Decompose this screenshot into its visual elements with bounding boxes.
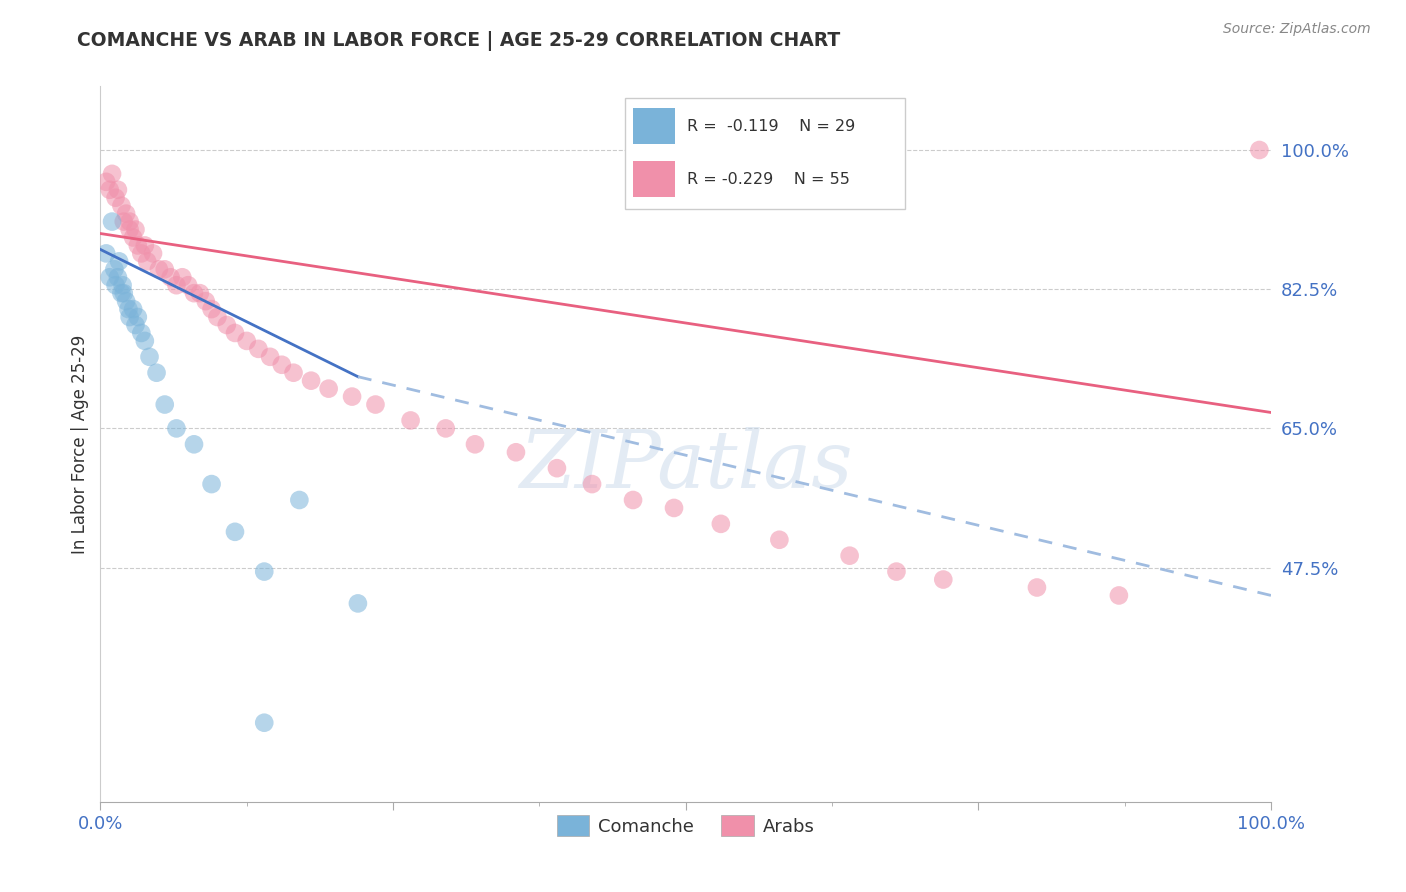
- Point: [153, 398, 176, 412]
- Point: [505, 445, 527, 459]
- Point: [283, 366, 305, 380]
- Point: [1249, 143, 1271, 157]
- Point: [932, 573, 955, 587]
- Point: [200, 302, 222, 317]
- Point: [183, 286, 205, 301]
- Point: [662, 500, 685, 515]
- Point: [127, 238, 149, 252]
- Point: [1026, 581, 1049, 595]
- Point: [546, 461, 568, 475]
- Point: [127, 310, 149, 324]
- Point: [247, 342, 270, 356]
- Point: [621, 493, 644, 508]
- Point: [235, 334, 257, 348]
- Point: [253, 715, 276, 730]
- Point: [96, 175, 118, 189]
- Point: [183, 437, 205, 451]
- Point: [107, 183, 129, 197]
- Point: [98, 270, 121, 285]
- Point: [710, 516, 733, 531]
- Point: [134, 334, 156, 348]
- Point: [464, 437, 486, 451]
- Point: [318, 382, 340, 396]
- Point: [581, 477, 603, 491]
- Point: [101, 214, 124, 228]
- Point: [838, 549, 860, 563]
- Text: R = -0.229    N = 55: R = -0.229 N = 55: [686, 171, 849, 186]
- Point: [148, 262, 170, 277]
- Point: [131, 326, 153, 340]
- Y-axis label: In Labor Force | Age 25-29: In Labor Force | Age 25-29: [72, 334, 89, 554]
- Point: [165, 421, 187, 435]
- Point: [108, 254, 131, 268]
- Text: ZIPatlas: ZIPatlas: [519, 427, 852, 505]
- Point: [253, 565, 276, 579]
- Point: [215, 318, 238, 332]
- Point: [188, 286, 211, 301]
- Point: [399, 413, 422, 427]
- Point: [1108, 589, 1130, 603]
- Point: [107, 270, 129, 285]
- Point: [207, 310, 229, 324]
- Point: [364, 398, 387, 412]
- Legend: Comanche, Arabs: Comanche, Arabs: [550, 808, 823, 843]
- Point: [145, 366, 167, 380]
- Point: [98, 183, 121, 197]
- Point: [194, 294, 217, 309]
- Point: [115, 294, 138, 309]
- Point: [104, 191, 127, 205]
- Point: [118, 310, 141, 324]
- Point: [110, 286, 132, 301]
- Point: [270, 358, 292, 372]
- Point: [224, 326, 246, 340]
- Point: [299, 374, 322, 388]
- Point: [110, 199, 132, 213]
- Point: [103, 262, 125, 277]
- Point: [434, 421, 457, 435]
- Point: [122, 302, 145, 317]
- Text: COMANCHE VS ARAB IN LABOR FORCE | AGE 25-29 CORRELATION CHART: COMANCHE VS ARAB IN LABOR FORCE | AGE 25…: [77, 31, 841, 51]
- FancyBboxPatch shape: [633, 108, 675, 145]
- Point: [115, 206, 138, 220]
- Point: [347, 596, 370, 610]
- Point: [259, 350, 281, 364]
- Point: [118, 222, 141, 236]
- FancyBboxPatch shape: [624, 98, 905, 210]
- Point: [159, 270, 181, 285]
- Point: [200, 477, 222, 491]
- Point: [136, 254, 159, 268]
- Point: [96, 246, 118, 260]
- Point: [124, 222, 146, 236]
- Text: Source: ZipAtlas.com: Source: ZipAtlas.com: [1223, 22, 1371, 37]
- Point: [111, 278, 134, 293]
- Point: [101, 167, 124, 181]
- Point: [138, 350, 160, 364]
- Point: [165, 278, 187, 293]
- Point: [153, 262, 176, 277]
- Point: [224, 524, 246, 539]
- Point: [288, 493, 311, 508]
- Point: [104, 278, 127, 293]
- FancyBboxPatch shape: [633, 161, 675, 197]
- Point: [172, 270, 194, 285]
- Point: [112, 214, 135, 228]
- Point: [768, 533, 790, 547]
- Point: [340, 390, 363, 404]
- Point: [124, 318, 146, 332]
- Point: [142, 246, 165, 260]
- Point: [122, 230, 145, 244]
- Point: [117, 302, 139, 317]
- Point: [112, 286, 135, 301]
- Point: [886, 565, 908, 579]
- Text: R =  -0.119    N = 29: R = -0.119 N = 29: [686, 119, 855, 134]
- Point: [131, 246, 153, 260]
- Point: [118, 214, 141, 228]
- Point: [177, 278, 200, 293]
- Point: [134, 238, 156, 252]
